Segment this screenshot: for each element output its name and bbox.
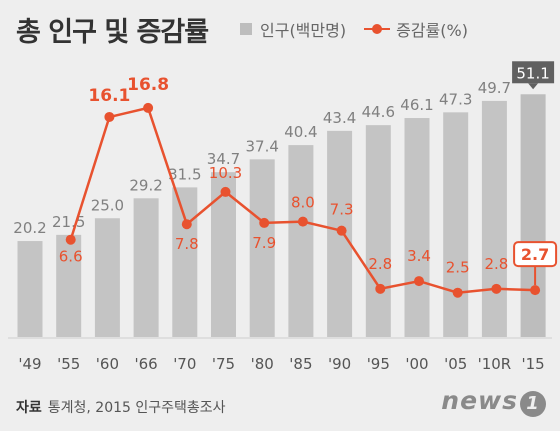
x-tick-label-2: '60 — [96, 355, 119, 373]
line-label-6: 7.9 — [252, 234, 276, 252]
bar-7 — [288, 145, 314, 337]
line-label-10: 3.4 — [407, 247, 431, 265]
x-tick-label-13: '15 — [521, 355, 544, 373]
logo-text: news — [441, 386, 518, 415]
x-tick-label-7: '85 — [289, 355, 312, 373]
line-point-9 — [375, 283, 386, 294]
x-tick-label-6: '80 — [251, 355, 274, 373]
bar-label-10: 46.1 — [400, 96, 433, 114]
bar-label-2: 25.0 — [91, 196, 124, 214]
line-label-12: 2.8 — [484, 255, 508, 273]
legend-line-swatch — [364, 22, 391, 36]
line-point-2 — [104, 111, 115, 122]
bar-11 — [443, 112, 469, 337]
line-point-7 — [297, 216, 308, 227]
bar-label-5: 34.7 — [207, 150, 240, 168]
x-tick-label-8: '90 — [328, 355, 351, 373]
x-tick-label-9: '95 — [367, 355, 390, 373]
source-note: 자료 통계청, 2015 인구주택총조사 — [16, 397, 226, 417]
line-point-5 — [220, 186, 231, 197]
line-label-3: 16.8 — [127, 75, 169, 95]
line-point-1 — [65, 234, 76, 245]
x-tick-label-11: '05 — [444, 355, 467, 373]
x-tick-label-5: '75 — [212, 355, 235, 373]
legend: 인구(백만명) 증감률(%) — [240, 17, 468, 41]
x-tick-label-12: '10R — [478, 355, 512, 373]
line-label-4: 7.8 — [175, 235, 199, 253]
bar-label-highlight-pointer — [528, 83, 539, 90]
bar-2 — [94, 218, 120, 337]
x-tick-label-0: '49 — [18, 355, 41, 373]
bar-6 — [249, 159, 275, 337]
line-point-10 — [414, 276, 424, 287]
bar-10 — [404, 118, 430, 338]
line-point-4 — [181, 219, 192, 230]
line-label-1: 6.6 — [59, 248, 83, 266]
bar-label-6: 37.4 — [245, 137, 278, 155]
line-label-2: 16.1 — [88, 86, 130, 106]
bar-13 — [520, 94, 546, 338]
bar-label-13: 51.1 — [516, 64, 549, 82]
logo-mark: 1 — [520, 391, 546, 417]
line-point-13 — [530, 285, 541, 296]
bar-9 — [365, 125, 391, 338]
line-point-12 — [491, 283, 502, 294]
bar-label-0: 20.2 — [13, 219, 46, 237]
bar-label-9: 44.6 — [362, 103, 395, 121]
bar-label-3: 29.2 — [129, 176, 162, 194]
line-label-5: 10.3 — [209, 164, 242, 182]
line-label-7: 8.0 — [291, 194, 315, 212]
line-label-13: 2.7 — [521, 245, 549, 264]
line-label-9: 2.8 — [368, 255, 392, 273]
line-label-11: 2.5 — [446, 259, 470, 277]
legend-line-label: 증감률(%) — [396, 21, 468, 40]
x-tick-label-3: '66 — [134, 355, 157, 373]
line-point-3 — [143, 102, 154, 113]
bar-4 — [172, 187, 198, 337]
bar-3 — [133, 198, 159, 337]
line-point-6 — [259, 217, 270, 228]
bar-label-11: 47.3 — [439, 90, 472, 108]
bar-label-7: 40.4 — [284, 123, 317, 141]
news1-logo: news 1 — [441, 386, 546, 417]
bar-12 — [481, 100, 507, 337]
bar-label-1: 21.5 — [52, 213, 85, 231]
bar-1 — [56, 234, 82, 337]
chart-title: 총 인구 및 증감률 — [16, 17, 209, 48]
x-tick-label-1: '55 — [57, 355, 80, 373]
x-tick-label-4: '70 — [173, 355, 196, 373]
source-label: 자료 — [16, 400, 42, 416]
line-label-8: 7.3 — [330, 201, 354, 219]
line-point-11 — [452, 287, 463, 298]
bar-label-4: 31.5 — [168, 165, 201, 183]
legend-bar-label: 인구(백만명) — [260, 21, 347, 40]
line-point-8 — [336, 225, 347, 236]
bar-label-highlight-box — [512, 61, 555, 84]
bar-label-12: 49.7 — [478, 79, 511, 97]
x-tick-label-10: '00 — [405, 355, 428, 373]
bar-0 — [17, 241, 43, 337]
legend-bar-swatch — [240, 23, 252, 35]
source-text: 통계청, 2015 인구주택총조사 — [47, 400, 226, 416]
bar-label-8: 43.4 — [323, 109, 356, 127]
